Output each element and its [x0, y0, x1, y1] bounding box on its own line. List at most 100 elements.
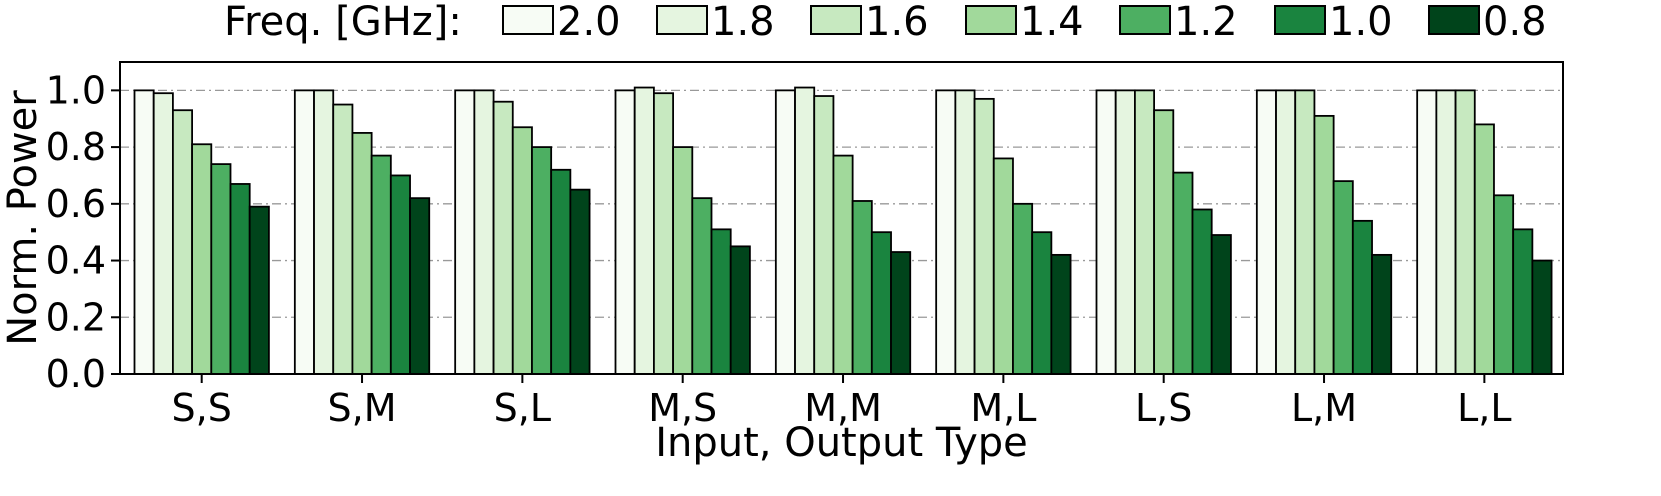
bar — [973, 97, 995, 375]
bar — [511, 126, 533, 375]
bar — [1371, 253, 1393, 375]
bar — [653, 92, 675, 375]
x-tick-label: M,S — [648, 386, 717, 430]
legend-label: 2.0 — [557, 0, 621, 45]
x-tick-label: L,M — [1291, 386, 1357, 430]
bar — [691, 197, 713, 375]
legend-swatch — [656, 5, 708, 35]
bar — [454, 89, 476, 375]
legend-label: 1.0 — [1329, 0, 1393, 45]
y-tick-label: 1.0 — [46, 68, 106, 112]
bar — [248, 205, 270, 375]
y-tick-label: 0.8 — [46, 125, 106, 169]
bar — [1531, 259, 1553, 375]
bar — [992, 157, 1014, 375]
bar — [870, 231, 892, 375]
bar — [152, 92, 174, 375]
y-tick-label: 0.2 — [46, 295, 106, 339]
bar — [1153, 109, 1175, 375]
bar — [1313, 114, 1335, 375]
legend-title: Freq. [GHz]: — [224, 0, 462, 45]
bar — [133, 89, 155, 375]
legend-swatch — [1119, 5, 1171, 35]
bar — [954, 89, 976, 375]
bars — [133, 86, 1553, 375]
legend-label: 1.2 — [1174, 0, 1238, 45]
x-axis-title: Input, Output Type — [655, 420, 1028, 466]
legend-label: 0.8 — [1483, 0, 1547, 45]
legend-label: 1.6 — [865, 0, 929, 45]
legend-swatch — [502, 5, 554, 35]
bar — [1012, 202, 1034, 375]
bar — [729, 245, 751, 375]
y-tick-label: 0.4 — [46, 239, 106, 283]
bar — [1134, 89, 1156, 375]
bar — [1031, 231, 1053, 375]
bar — [935, 89, 957, 375]
bar — [229, 183, 251, 375]
bar — [832, 154, 854, 375]
bar — [1050, 253, 1072, 375]
legend-label: 1.4 — [1020, 0, 1084, 45]
bar — [569, 188, 591, 375]
legend-swatch — [810, 5, 862, 35]
bar — [774, 89, 796, 375]
bar — [389, 174, 411, 375]
bar — [1172, 171, 1194, 375]
x-tick-label: L,L — [1457, 386, 1511, 430]
bar — [1255, 89, 1277, 375]
bar — [409, 197, 431, 375]
x-tick-label: S,M — [328, 386, 397, 430]
bar — [1095, 89, 1117, 375]
bar — [1275, 89, 1297, 375]
bar — [313, 89, 335, 375]
y-tick-label: 0.0 — [46, 352, 106, 396]
bar — [1416, 89, 1438, 375]
bar — [633, 86, 655, 375]
bar — [890, 251, 912, 375]
x-tick-label: S,L — [494, 386, 551, 430]
bar — [851, 200, 873, 375]
x-tick-label: M,M — [804, 386, 882, 430]
bar — [794, 86, 816, 375]
bar — [1473, 123, 1495, 375]
bar — [813, 95, 835, 375]
x-axis: S,S S,M S,L M,S M,M M,L L,S L,M L,L — [172, 374, 1512, 430]
bar — [351, 132, 373, 375]
legend-swatch — [965, 5, 1017, 35]
legend-label: 1.8 — [711, 0, 775, 45]
bar — [1210, 234, 1232, 375]
bar — [171, 109, 193, 375]
bar — [492, 100, 514, 375]
bar — [1351, 219, 1373, 375]
x-tick-label: L,S — [1135, 386, 1192, 430]
bar — [1191, 208, 1213, 375]
legend-swatch — [1428, 5, 1480, 35]
y-tick-label: 0.6 — [46, 182, 106, 226]
bar — [1332, 180, 1354, 375]
plot-frame — [119, 61, 1564, 375]
bar — [710, 228, 732, 375]
bar — [614, 89, 636, 375]
legend-swatch — [1274, 5, 1326, 35]
legend: Freq. [GHz]: 2.0 1.8 1.6 1.4 1.2 1.0 0.8 — [224, 0, 1547, 45]
bar — [1493, 194, 1515, 375]
x-tick-label: M,L — [970, 386, 1036, 430]
bar — [1512, 228, 1534, 375]
bar — [1454, 89, 1476, 375]
bar — [1294, 89, 1316, 375]
bar — [293, 89, 315, 375]
bar — [1114, 89, 1136, 375]
bar — [370, 154, 392, 375]
bar — [332, 103, 354, 375]
bar — [191, 143, 213, 375]
bar — [531, 146, 553, 375]
bar — [473, 89, 495, 375]
bar — [1435, 89, 1457, 375]
y-axis-title: Norm. Power — [0, 90, 46, 346]
y-axis: 0.0 0.2 0.4 0.6 0.8 1.0 — [46, 68, 120, 396]
bar — [672, 146, 694, 375]
x-tick-label: S,S — [172, 386, 232, 430]
